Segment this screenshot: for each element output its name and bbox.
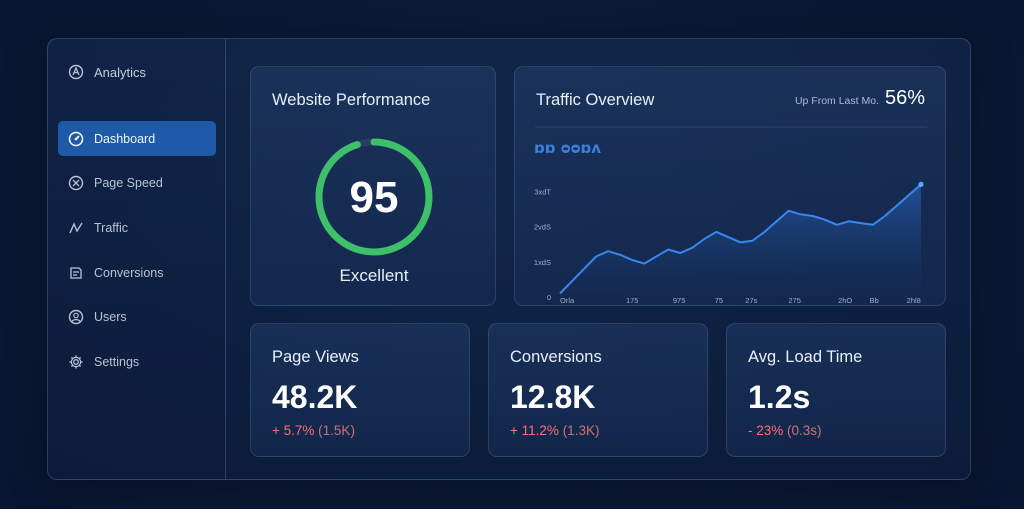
x-tick-label: 75	[715, 296, 723, 305]
score-rating: Excellent	[339, 266, 409, 285]
card-title: Avg. Load Time	[748, 348, 863, 366]
traffic-card: Traffic Overview Up From Last Mo. 56% ɒɒ…	[514, 66, 946, 306]
score-value: 95	[349, 173, 399, 222]
sidebar-item-dashboard[interactable]: Dashboard	[58, 121, 216, 156]
stat-delta: + 11.2% (1.3K)	[510, 423, 599, 438]
sidebar-item-label: Users	[94, 310, 127, 325]
traffic-growth: Up From Last Mo. 56%	[795, 87, 925, 110]
sidebar: Analytics Dashboard Page Speed Traffic	[48, 39, 226, 479]
stat-delta: - 23% (0.3s)	[748, 423, 822, 438]
analytics-logo-icon	[68, 64, 84, 80]
sidebar-item-traffic[interactable]: Traffic	[58, 210, 216, 245]
delta-absolute: (1.5K)	[318, 423, 355, 438]
delta-percent: - 23%	[748, 423, 784, 438]
delta-absolute: (1.3K)	[562, 423, 600, 438]
traffic-line	[559, 183, 922, 295]
traffic-chart: ɒɒ ᴑᴑɒᴧ 0 1xdS 2vdS 3xdT Orla 175 975 75 27s 275 2h…	[534, 126, 927, 305]
x-tick-label: 27s	[745, 296, 757, 305]
delta-percent: + 5.7%	[272, 423, 315, 438]
x-tick-label: 275	[788, 296, 801, 305]
page-views-card: Page Views 48.2K + 5.7% (1.5K)	[250, 323, 470, 457]
card-title: Traffic Overview	[536, 91, 655, 109]
stat-value: 48.2K	[272, 379, 358, 415]
brand[interactable]: Analytics	[68, 64, 146, 80]
traffic-endpoint	[918, 181, 924, 187]
x-tick-label: 175	[626, 296, 639, 305]
sidebar-item-label: Page Speed	[94, 176, 163, 191]
y-tick-label: 1xdS	[534, 258, 551, 267]
delta-absolute: (0.3s)	[787, 423, 822, 438]
load-time-card: Avg. Load Time 1.2s - 23% (0.3s)	[726, 323, 946, 457]
x-tick-label: Bb	[869, 296, 878, 305]
card-title: Conversions	[510, 348, 602, 366]
growth-label: Up From Last Mo.	[794, 95, 879, 107]
chart-legend-glyphs: ɒɒ ᴑᴑɒᴧ	[534, 139, 601, 157]
sidebar-item-label: Conversions	[94, 265, 164, 280]
traffic-icon	[68, 220, 84, 236]
speed-icon	[68, 175, 84, 191]
conversions-icon	[68, 265, 84, 281]
sidebar-nav: Dashboard Page Speed Traffic Conversions	[58, 121, 216, 389]
y-tick-label: 2vdS	[534, 223, 551, 232]
dashboard-window: Analytics Dashboard Page Speed Traffic	[47, 38, 971, 480]
sidebar-item-label: Dashboard	[94, 131, 156, 146]
gear-icon	[68, 354, 84, 370]
gauge-icon	[68, 131, 84, 147]
sidebar-item-page-speed[interactable]: Page Speed	[58, 166, 216, 201]
sidebar-item-label: Traffic	[94, 220, 129, 235]
stat-value: 1.2s	[748, 379, 811, 415]
x-tick-label: 2hO	[838, 296, 852, 305]
conversions-card: Conversions 12.8K + 11.2% (1.3K)	[488, 323, 708, 457]
card-title: Page Views	[272, 348, 359, 366]
performance-card: Website Performance 95 Excellent	[250, 66, 496, 306]
sidebar-item-conversions[interactable]: Conversions	[58, 255, 216, 290]
delta-percent: + 11.2%	[510, 423, 559, 438]
card-title: Website Performance	[272, 91, 431, 109]
stat-value: 12.8K	[510, 379, 596, 415]
x-tick-label: Orla	[560, 296, 575, 305]
x-tick-label: 975	[673, 296, 686, 305]
traffic-area	[560, 184, 921, 297]
user-icon	[68, 309, 84, 325]
score-gauge	[315, 138, 433, 256]
y-tick-label: 3xdT	[534, 187, 551, 196]
y-tick-label: 0	[547, 293, 551, 302]
sidebar-item-users[interactable]: Users	[58, 300, 216, 335]
brand-label: Analytics	[94, 64, 147, 80]
score-ring	[315, 138, 433, 256]
x-tick-label: 2hl8	[907, 296, 921, 305]
growth-value: 56%	[884, 87, 925, 109]
sidebar-item-settings[interactable]: Settings	[58, 344, 216, 379]
stat-delta: + 5.7% (1.5K)	[272, 423, 355, 438]
sidebar-item-label: Settings	[94, 354, 140, 369]
